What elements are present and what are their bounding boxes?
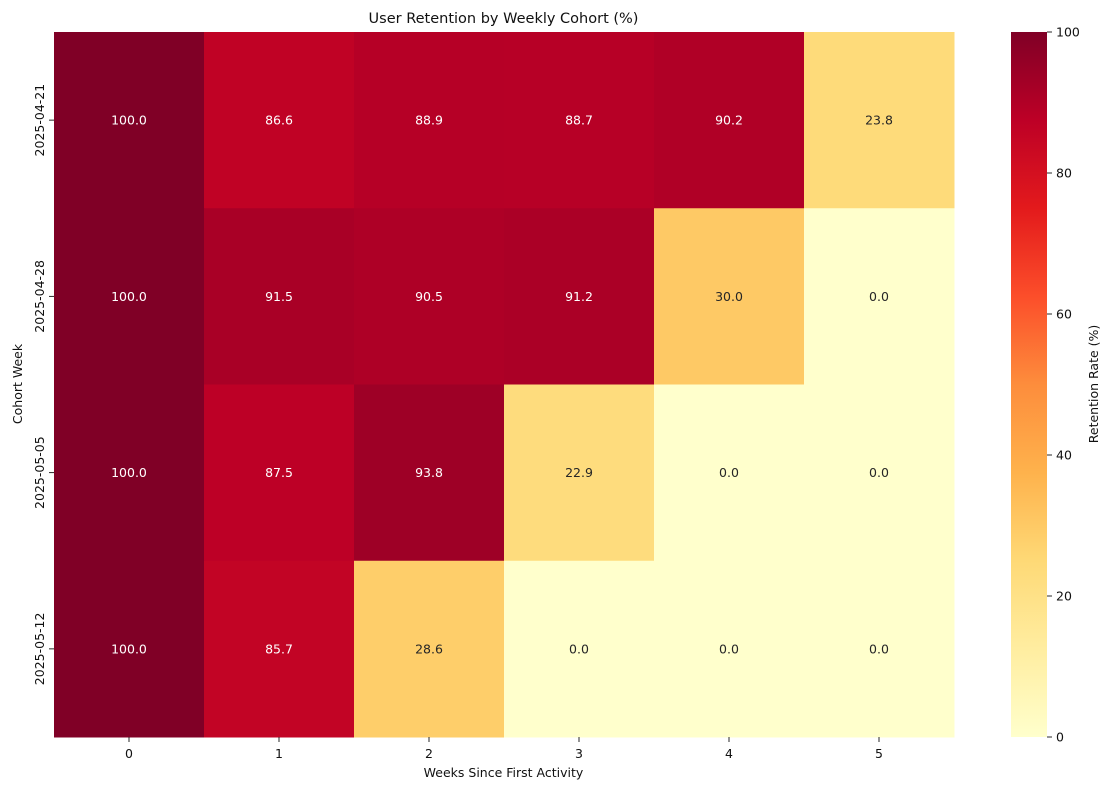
heatmap-cell-value: 93.8 [415, 465, 443, 480]
colorbar-tick-label: 60 [1056, 307, 1072, 322]
x-tick-label: 0 [125, 746, 133, 761]
heatmap-cell [54, 560, 205, 738]
heatmap-cell-value: 0.0 [869, 465, 889, 480]
heatmap-cell-value: 0.0 [869, 641, 889, 656]
heatmap-cell [204, 208, 355, 385]
x-tick-label: 4 [725, 746, 733, 761]
heatmap-cell-value: 0.0 [569, 641, 589, 656]
heatmap-cell [354, 208, 505, 385]
heatmap-cell-value: 88.7 [565, 113, 593, 128]
heatmap-cell [204, 32, 355, 209]
heatmap-cell [504, 208, 655, 385]
heatmap-cell-value: 86.6 [265, 113, 293, 128]
x-tick-label: 1 [275, 746, 283, 761]
heatmap-cell-value: 0.0 [719, 465, 739, 480]
heatmap-cell [54, 208, 205, 385]
heatmap-cell [204, 384, 355, 562]
colorbar-tick-label: 100 [1056, 25, 1080, 40]
y-tick-label: 2025-04-21 [32, 84, 47, 157]
heatmap-cell-value: 23.8 [865, 113, 893, 128]
heatmap-cell [54, 384, 205, 562]
heatmap-cells [54, 32, 955, 738]
heatmap-cell [354, 384, 505, 562]
heatmap-cell [54, 32, 205, 209]
heatmap-cell-value: 90.2 [715, 113, 743, 128]
colorbar: 0 20 40 60 80 100 Retention Rate (%) [1011, 25, 1101, 745]
colorbar-label: Retention Rate (%) [1086, 325, 1101, 444]
colorbar-gradient [1011, 32, 1047, 737]
heatmap-cell [654, 32, 805, 209]
y-tick-label: 2025-05-05 [32, 436, 47, 509]
colorbar-tick-label: 20 [1056, 589, 1072, 604]
heatmap-cell [654, 560, 805, 738]
heatmap-cell-value: 28.6 [415, 641, 443, 656]
heatmap-cell-value: 90.5 [415, 289, 443, 304]
x-axis: 0 1 2 3 4 5 [125, 737, 883, 761]
heatmap-cell-labels: 100.0 86.6 88.9 88.7 90.2 23.8 100.0 91.5 90.5 91… [111, 113, 893, 657]
heatmap-cell [804, 384, 955, 562]
x-axis-label: Weeks Since First Activity [424, 765, 584, 780]
heatmap-cell [504, 32, 655, 209]
y-axis-label: Cohort Week [10, 343, 25, 424]
x-tick-label: 3 [575, 746, 583, 761]
heatmap-cell [804, 560, 955, 738]
heatmap-cell-value: 30.0 [715, 289, 743, 304]
heatmap-cell-value: 100.0 [111, 113, 147, 128]
heatmap-cell [354, 560, 505, 738]
heatmap-cell-value: 22.9 [565, 465, 593, 480]
heatmap-cell-value: 100.0 [111, 465, 147, 480]
colorbar-tick-label: 0 [1056, 730, 1064, 745]
heatmap-cell-value: 0.0 [719, 641, 739, 656]
colorbar-tick-label: 40 [1056, 448, 1072, 463]
y-tick-label: 2025-05-12 [32, 613, 47, 686]
heatmap-cell-value: 85.7 [265, 641, 293, 656]
heatmap-cell [654, 208, 805, 385]
colorbar-tick-label: 80 [1056, 166, 1072, 181]
heatmap-cell-value: 88.9 [415, 113, 443, 128]
heatmap-cell-value: 87.5 [265, 465, 293, 480]
heatmap-cell-value: 91.2 [565, 289, 593, 304]
heatmap-cell [804, 208, 955, 385]
heatmap-cell-value: 100.0 [111, 641, 147, 656]
y-tick-label: 2025-04-28 [32, 260, 47, 333]
x-tick-label: 2 [425, 746, 433, 761]
heatmap-cell [654, 384, 805, 562]
heatmap-cell [504, 560, 655, 738]
heatmap-cell-value: 100.0 [111, 289, 147, 304]
y-axis: 2025-04-21 2025-04-28 2025-05-05 2025-05-12 [32, 84, 54, 685]
heatmap-cell-value: 91.5 [265, 289, 293, 304]
heatmap-cell [354, 32, 505, 209]
heatmap-cell [804, 32, 955, 209]
heatmap-cell [504, 384, 655, 562]
chart-title: User Retention by Weekly Cohort (%) [369, 11, 639, 27]
colorbar-ticks: 0 20 40 60 80 100 [1047, 25, 1080, 745]
heatmap-cell [204, 560, 355, 738]
x-tick-label: 5 [875, 746, 883, 761]
heatmap-cell-value: 0.0 [869, 289, 889, 304]
